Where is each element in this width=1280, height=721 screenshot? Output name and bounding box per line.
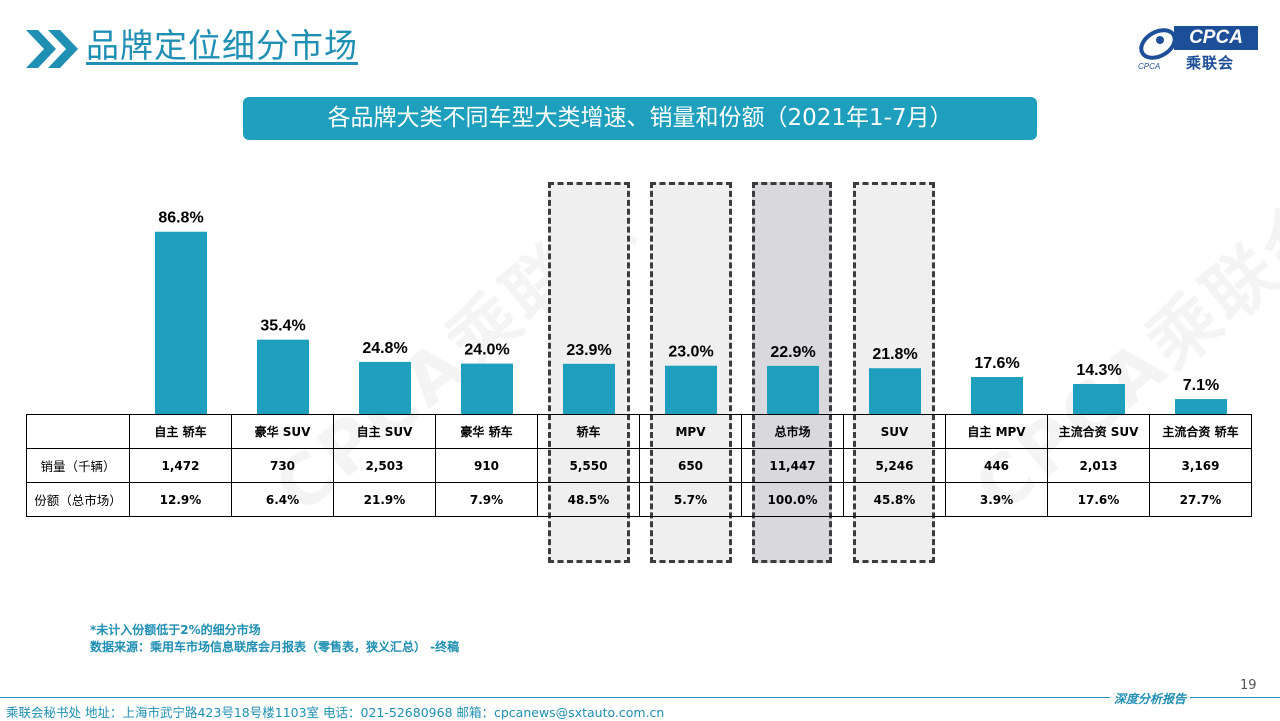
share-cell: 3.9% (945, 482, 1048, 517)
share-cell: 6.4% (231, 482, 334, 517)
share-cell: 17.6% (1047, 482, 1150, 517)
bar-10 (1175, 399, 1227, 414)
bar-value-label: 24.0% (464, 342, 509, 359)
table-row-sales: 销量（千辆） 1,472 730 2,503 910 5,550 650 11,… (26, 448, 1252, 483)
footer-report-label: 深度分析报告 (1110, 690, 1191, 707)
sales-cell: 910 (435, 448, 538, 483)
sales-cell: 3,169 (1149, 448, 1252, 483)
sales-cell: 5,246 (843, 448, 946, 483)
footer-divider (0, 697, 1280, 698)
bar-2 (359, 361, 411, 414)
footnote-source: 数据来源：乘用车市场信息联席会月报表（零售表，狭义汇总） -终稿 (90, 640, 460, 654)
bar-9 (1073, 383, 1125, 414)
bar-value-label: 23.0% (668, 344, 713, 361)
table-header-cell: 自主 SUV (333, 414, 436, 449)
chart-banner: 各品牌大类不同车型大类增速、销量和份额（2021年1-7月） (243, 97, 1037, 140)
table-header-cell: 豪华 轿车 (435, 414, 538, 449)
bar-value-label: 24.8% (362, 340, 407, 357)
sales-cell: 11,447 (741, 448, 844, 483)
row-label-share: 份额（总市场） (26, 482, 130, 517)
bar-4 (563, 363, 615, 414)
page-title: 品牌定位细分市场 (86, 26, 358, 65)
bar-value-label: 21.8% (872, 346, 917, 363)
share-cell: 21.9% (333, 482, 436, 517)
bar-value-label: 86.8% (158, 210, 203, 227)
share-cell: 5.7% (639, 482, 742, 517)
sales-cell: 5,550 (537, 448, 640, 483)
share-cell: 45.8% (843, 482, 946, 517)
cpca-logo: CPCA 乘联会 CPCA (1136, 22, 1260, 72)
share-cell: 100.0% (741, 482, 844, 517)
logo-subtext: CPCA (1138, 62, 1161, 71)
table-header-cell: 轿车 (537, 414, 640, 449)
data-table: 自主 轿车 豪华 SUV 自主 SUV 豪华 轿车 轿车 MPV 总市场 SUV… (26, 414, 1252, 517)
bar-value-label: 7.1% (1183, 377, 1219, 394)
bar-5 (665, 365, 717, 414)
table-header-cell: 主流合资 轿车 (1149, 414, 1252, 449)
bar-6 (767, 365, 819, 414)
bar-7 (869, 368, 921, 414)
bar-value-label: 22.9% (770, 344, 815, 361)
chevron-double-right-icon (26, 30, 78, 68)
logo-chinese: 乘联会 (1186, 54, 1235, 72)
bar-0 (155, 231, 207, 414)
sales-cell: 730 (231, 448, 334, 483)
footer-address: 乘联会秘书处 地址：上海市武宁路423号18号楼1103室 电话：021-526… (6, 705, 665, 720)
bar-value-label: 35.4% (260, 318, 305, 335)
table-header-cell: SUV (843, 414, 946, 449)
table-header-row: 自主 轿车 豪华 SUV 自主 SUV 豪华 轿车 轿车 MPV 总市场 SUV… (26, 414, 1252, 449)
logo-swoosh-icon (1139, 28, 1177, 60)
bar-8 (971, 377, 1023, 414)
footnotes: *未计入份额低于2%的细分市场 数据来源：乘用车市场信息联席会月报表（零售表，狭… (90, 622, 459, 656)
table-header-cell: 自主 轿车 (129, 414, 232, 449)
bar-value-label: 23.9% (566, 342, 611, 359)
bar-1 (257, 339, 309, 414)
bar-value-label: 17.6% (974, 355, 1019, 372)
sales-cell: 650 (639, 448, 742, 483)
table-row-share: 份额（总市场） 12.9% 6.4% 21.9% 7.9% 48.5% 5.7%… (26, 482, 1252, 517)
sales-cell: 2,503 (333, 448, 436, 483)
footnote-exclusion: *未计入份额低于2%的细分市场 (90, 623, 261, 637)
table-header-cell: 自主 MPV (945, 414, 1048, 449)
sales-cell: 1,472 (129, 448, 232, 483)
page-number: 19 (1240, 678, 1257, 693)
share-cell: 7.9% (435, 482, 538, 517)
share-cell: 48.5% (537, 482, 640, 517)
share-cell: 12.9% (129, 482, 232, 517)
table-header-cell: 豪华 SUV (231, 414, 334, 449)
bar-3 (461, 363, 513, 414)
table-header-cell: 主流合资 SUV (1047, 414, 1150, 449)
sales-cell: 446 (945, 448, 1048, 483)
table-header-cell: MPV (639, 414, 742, 449)
row-label-sales: 销量（千辆） (26, 448, 130, 483)
bar-value-label: 14.3% (1076, 362, 1121, 379)
share-cell: 27.7% (1149, 482, 1252, 517)
logo-wordmark: CPCA (1174, 26, 1258, 50)
table-header-cell: 总市场 (741, 414, 844, 449)
sales-cell: 2,013 (1047, 448, 1150, 483)
table-corner-cell (26, 414, 130, 449)
